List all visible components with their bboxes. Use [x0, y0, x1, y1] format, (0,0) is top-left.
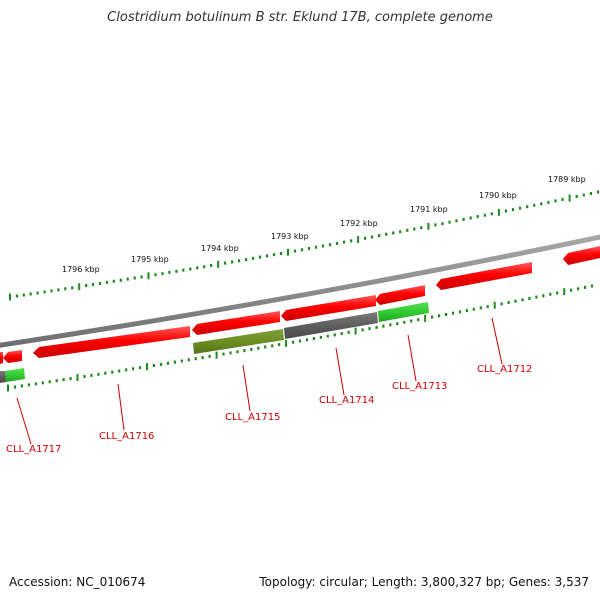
kbp-label-1789: 1789 kbp — [548, 175, 586, 184]
gene-label-CLL_A1717: CLL_A1717 — [6, 444, 61, 455]
kbp-label-1792: 1792 kbp — [340, 219, 378, 228]
leader-CLL_A1717 — [16, 397, 32, 445]
genome-summary-text: Topology: circular; Length: 3,800,327 bp… — [259, 575, 589, 589]
gene-arrow-CLL_A1715[interactable] — [193, 329, 284, 354]
lower-tick-row — [7, 284, 594, 392]
kbp-label-1791: 1791 kbp — [410, 205, 448, 214]
genome-title: Clostridium botulinum B str. Eklund 17B,… — [107, 10, 493, 25]
gene-arrow-CLL_A1712[interactable] — [436, 262, 532, 290]
leader-CLL_A1712 — [491, 317, 503, 365]
gene-arrow-c[interactable] — [192, 311, 280, 335]
upper-tick-row — [9, 190, 600, 301]
gene-label-CLL_A1713: CLL_A1713 — [392, 381, 447, 392]
gene-label-CLL_A1715: CLL_A1715 — [225, 412, 280, 423]
leader-CLL_A1715 — [242, 364, 251, 412]
leader-CLL_A1714 — [335, 347, 345, 396]
accession-text: Accession: NC_010674 — [9, 575, 146, 589]
genome-backbone — [0, 234, 600, 348]
kbp-label-1796: 1796 kbp — [62, 265, 100, 274]
kbp-label-1795: 1795 kbp — [131, 255, 169, 264]
gene-arrow-left-edge[interactable] — [0, 352, 3, 364]
leader-CLL_A1716 — [117, 383, 125, 431]
kbp-label-1793: 1793 kbp — [271, 232, 309, 241]
kbp-label-1790: 1790 kbp — [479, 191, 517, 200]
gene-arrow-CLL_A1714[interactable] — [284, 312, 378, 339]
gene-arrow-CLL_A1713[interactable] — [378, 302, 429, 322]
gene-arrow-b[interactable] — [281, 295, 376, 321]
gene-label-CLL_A1712: CLL_A1712 — [477, 364, 532, 375]
gene-arrow-small-gray[interactable] — [0, 371, 6, 383]
gene-arrow-a[interactable] — [375, 285, 425, 305]
leader-CLL_A1713 — [407, 334, 417, 382]
gene-label-CLL_A1714: CLL_A1714 — [319, 395, 374, 406]
gene-arrow-CLL_A1717[interactable] — [3, 350, 22, 363]
gene-arrow-small-green[interactable] — [5, 368, 25, 382]
gene-arrow-CLL_A1716[interactable] — [33, 326, 190, 358]
gene-arrow-right-edge[interactable] — [563, 246, 600, 265]
gene-label-CLL_A1716: CLL_A1716 — [99, 431, 154, 442]
kbp-label-1794: 1794 kbp — [201, 244, 239, 253]
